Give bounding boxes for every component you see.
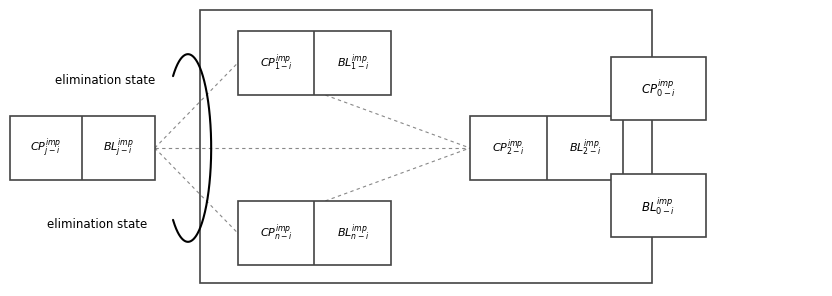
Text: elimination state: elimination state <box>47 218 147 231</box>
Text: $CP^{imp}_{j-i}$: $CP^{imp}_{j-i}$ <box>30 136 62 160</box>
Bar <box>470 116 623 180</box>
Text: $CP^{imp}_{n-i}$: $CP^{imp}_{n-i}$ <box>260 223 293 243</box>
Text: $CP^{imp}_{0-i}$: $CP^{imp}_{0-i}$ <box>641 78 676 99</box>
Text: $CP^{imp}_{2-i}$: $CP^{imp}_{2-i}$ <box>492 138 525 158</box>
Bar <box>611 57 706 120</box>
Text: $BL^{imp}_{0-i}$: $BL^{imp}_{0-i}$ <box>641 195 676 217</box>
Bar <box>238 201 391 265</box>
Bar <box>611 174 706 237</box>
Bar <box>201 10 652 283</box>
Text: elimination state: elimination state <box>55 74 156 87</box>
Bar <box>10 116 155 180</box>
Bar <box>238 31 391 95</box>
Text: $BL^{imp}_{2-i}$: $BL^{imp}_{2-i}$ <box>569 138 602 158</box>
Text: $BL^{imp}_{1-i}$: $BL^{imp}_{1-i}$ <box>337 53 369 73</box>
Text: $BL^{imp}_{n-i}$: $BL^{imp}_{n-i}$ <box>337 223 369 243</box>
Text: $CP^{imp}_{1-i}$: $CP^{imp}_{1-i}$ <box>260 53 293 73</box>
Text: $BL^{imp}_{j-i}$: $BL^{imp}_{j-i}$ <box>103 136 134 160</box>
